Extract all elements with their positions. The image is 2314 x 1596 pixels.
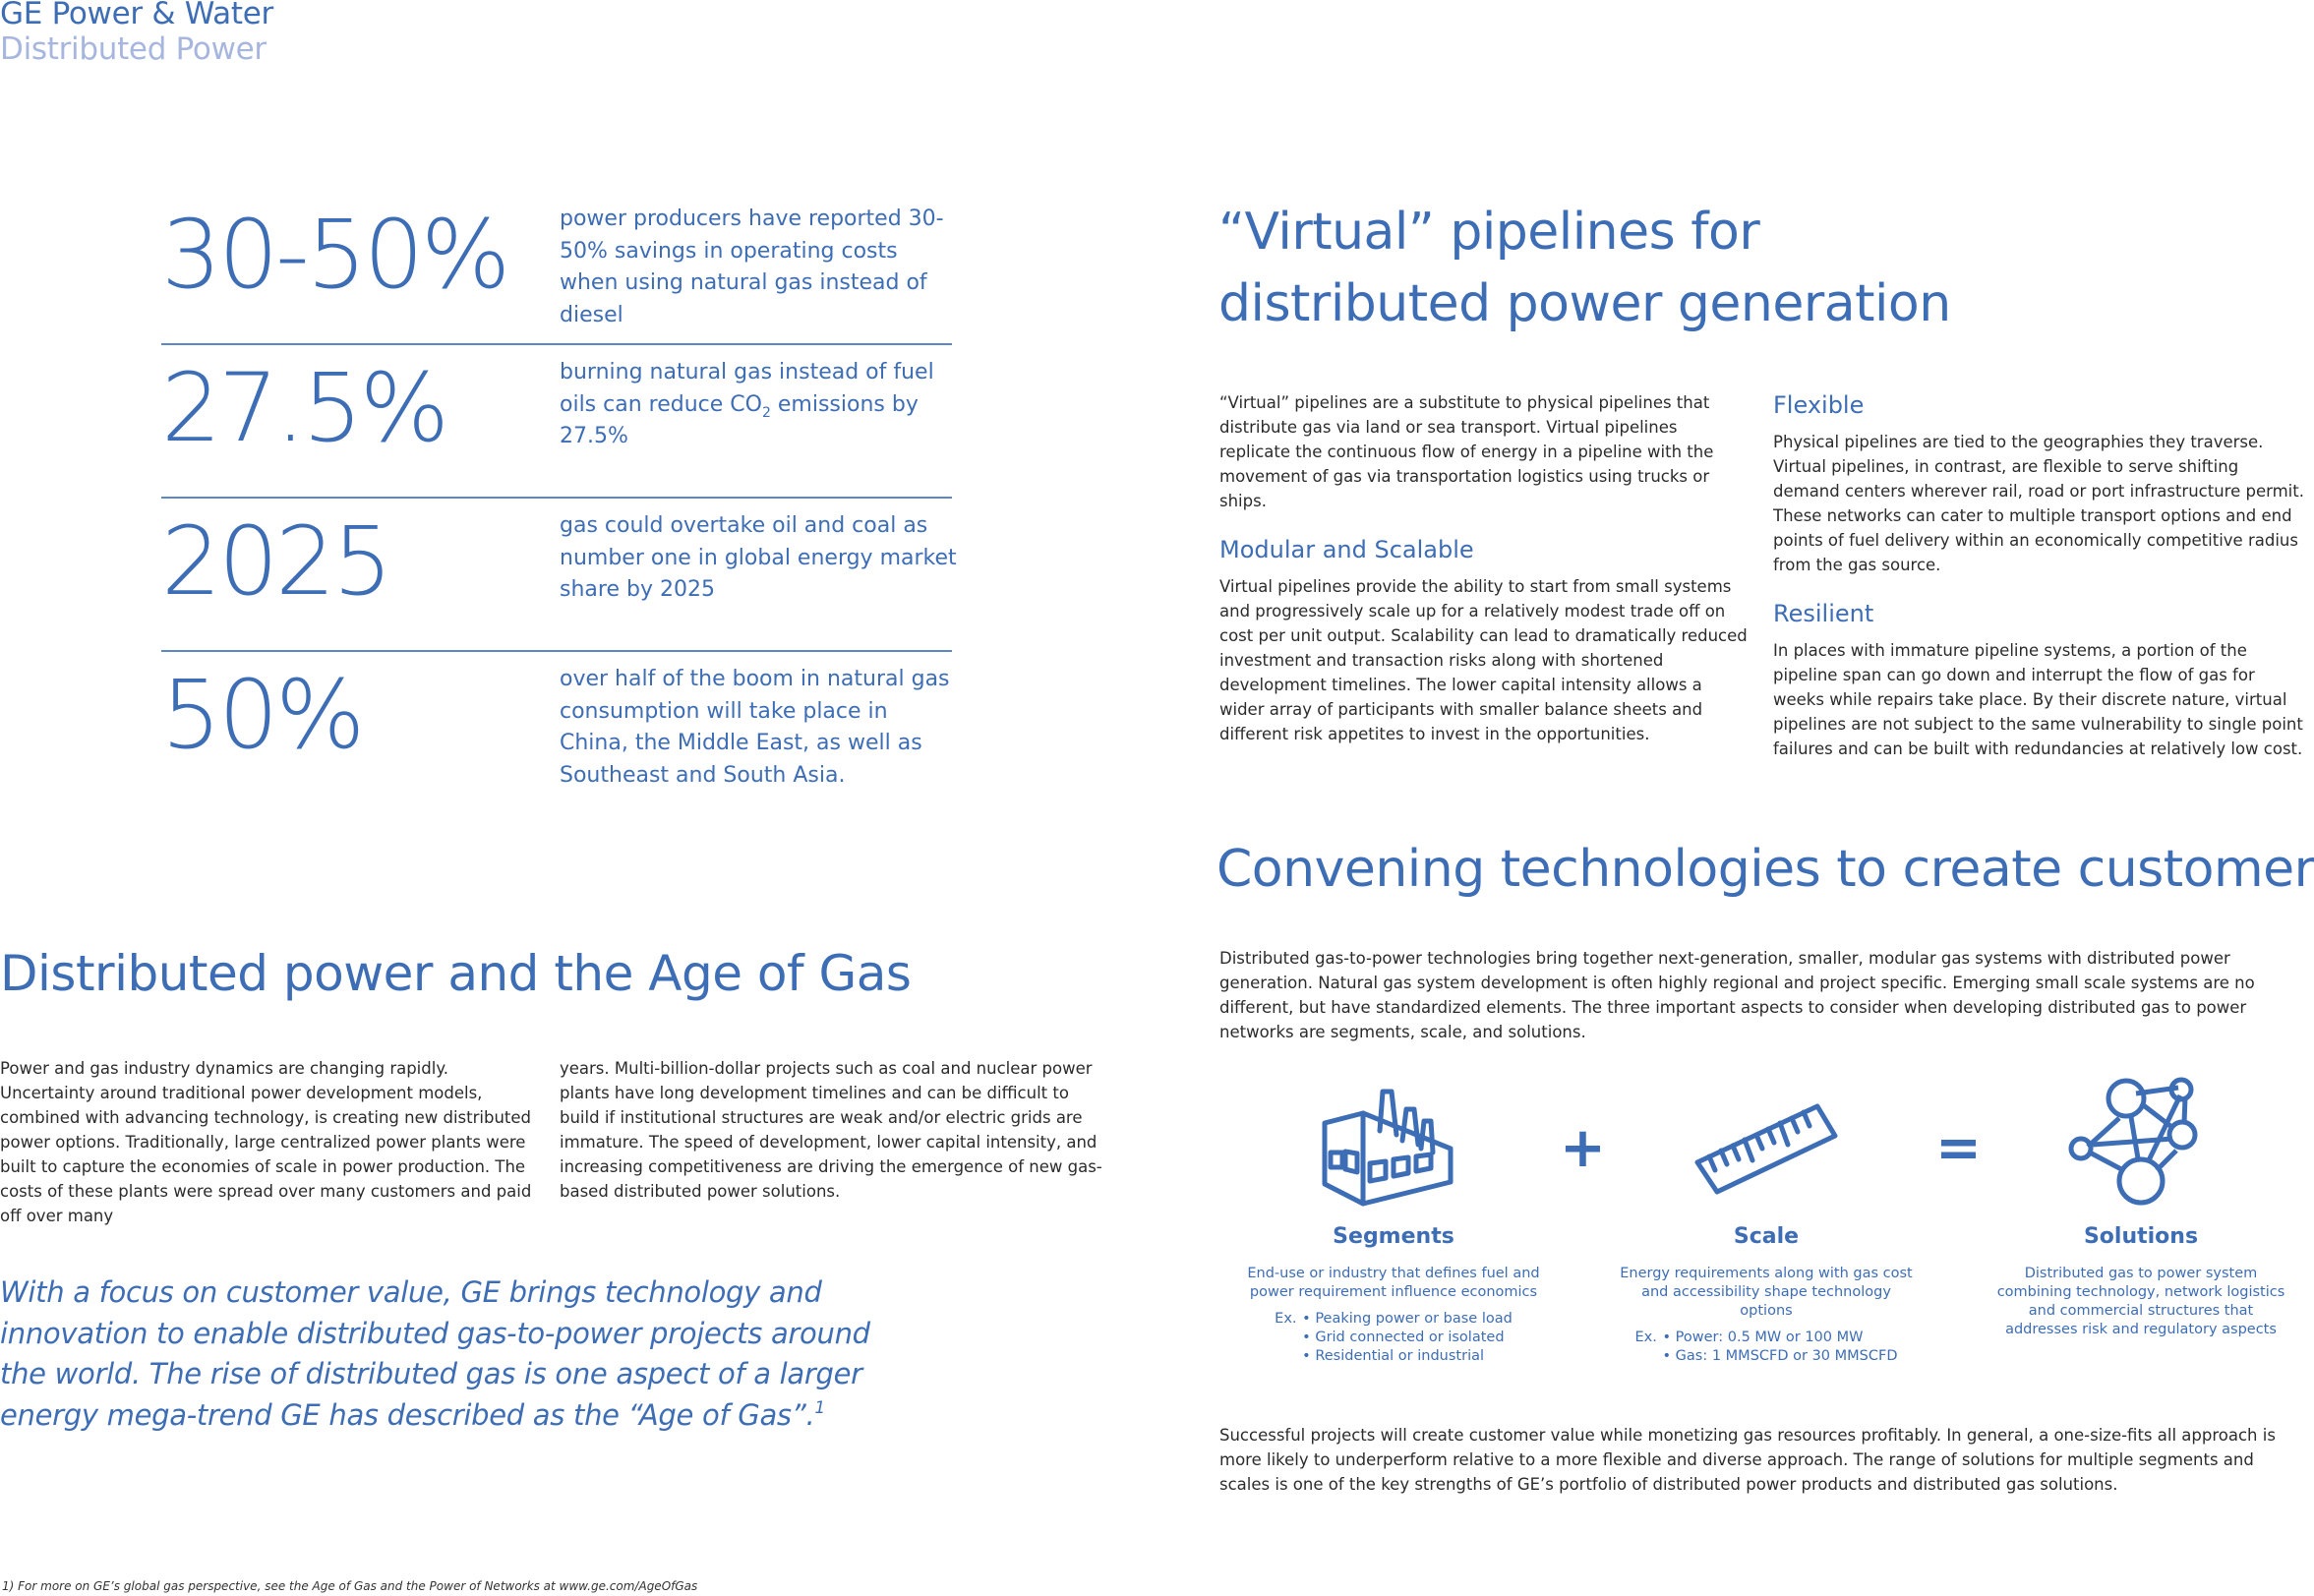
stat-description: gas could overtake oil and coal as numbe… bbox=[560, 513, 957, 602]
ruler-icon bbox=[1694, 1103, 1838, 1195]
network-icon bbox=[2068, 1077, 2198, 1206]
stat-value: 2025 bbox=[161, 506, 392, 617]
pillar-examples: Ex. Peaking power or base load Grid conn… bbox=[1275, 1310, 1513, 1366]
heading-line: distributed power generation bbox=[1218, 274, 1951, 333]
example-item: Gas: 1 MMSCFD or 30 MMSCFD bbox=[1663, 1347, 1898, 1366]
division-subtitle: Distributed Power bbox=[0, 31, 267, 67]
paragraph: Virtual pipelines provide the ability to… bbox=[1219, 577, 1748, 743]
pillar-description: Energy requirements along with gas cost … bbox=[1620, 1266, 1913, 1319]
stat-item: 50% over half of the boom in natural gas… bbox=[161, 652, 952, 805]
intro-paragraph: “Virtual” pipelines are a substitute to … bbox=[1219, 393, 1714, 510]
footnote-marker: 1 bbox=[814, 1397, 825, 1418]
pillar-title: Solutions bbox=[2083, 1224, 2199, 1249]
subscript: 2 bbox=[761, 404, 771, 421]
subheading: Flexible bbox=[1773, 391, 1865, 419]
example-item: Grid connected or isolated bbox=[1302, 1329, 1513, 1347]
stat-value: 50% bbox=[161, 660, 365, 770]
virtual-pipelines-column-1: “Virtual” pipelines are a substitute to … bbox=[1219, 390, 1750, 768]
stat-value: 27.5% bbox=[161, 353, 449, 463]
pillar-scale: Scale Energy requirements along with gas… bbox=[1619, 1072, 1914, 1366]
pillar-solutions: Solutions Distributed gas to power syste… bbox=[1993, 1072, 2288, 1339]
paragraph: In places with immature pipeline systems… bbox=[1773, 641, 2303, 758]
stat-item: 2025 gas could overtake oil and coal as … bbox=[161, 499, 957, 652]
stat-value: 30-50% bbox=[161, 200, 510, 310]
factory-icon bbox=[1322, 1089, 1454, 1207]
example-item: Peaking power or base load bbox=[1302, 1310, 1513, 1329]
example-item: Residential or industrial bbox=[1302, 1347, 1513, 1366]
example-item: Power: 0.5 MW or 100 MW bbox=[1663, 1329, 1898, 1347]
section-heading: Distributed power and the Age of Gas bbox=[0, 945, 912, 1002]
brand-title: GE Power & Water bbox=[0, 0, 273, 31]
heading-line: “Virtual” pipelines for bbox=[1218, 203, 1760, 262]
pull-quote-text: With a focus on customer value, GE bring… bbox=[0, 1275, 870, 1432]
pull-quote: With a focus on customer value, GE bring… bbox=[0, 1272, 905, 1436]
body-column-2: years. Multi-billion-dollar projects suc… bbox=[560, 1059, 1102, 1201]
stat-item: 30-50% power producers have reported 30-… bbox=[161, 192, 952, 345]
pillar-examples: Ex. Power: 0.5 MW or 100 MW Gas: 1 MMSCF… bbox=[1635, 1329, 1898, 1366]
body-column-1: Power and gas industry dynamics are chan… bbox=[0, 1059, 532, 1225]
stat-description: power producers have reported 30-50% sav… bbox=[560, 207, 944, 327]
virtual-pipelines-column-2: Flexible Physical pipelines are tied to … bbox=[1773, 390, 2309, 783]
stat-description: burning natural gas instead of fuel oils… bbox=[560, 357, 963, 453]
examples-label: Ex. bbox=[1634, 1330, 1657, 1345]
stat-description-text: emissions by 27.5% bbox=[560, 391, 919, 449]
pillar-description: End-use or industry that defines fuel an… bbox=[1247, 1266, 1540, 1300]
equals-icon: = bbox=[1935, 1116, 1982, 1180]
stat-item: 27.5% burning natural gas instead of fue… bbox=[161, 345, 952, 499]
pillar-title: Segments bbox=[1333, 1224, 1454, 1249]
paragraph: Physical pipelines are tied to the geogr… bbox=[1773, 433, 2304, 574]
pillar-title: Scale bbox=[1733, 1224, 1800, 1249]
section-heading: “Virtual” pipelines for distributed powe… bbox=[1218, 197, 1951, 340]
footnote: 1) For more on GE’s global gas perspecti… bbox=[2, 1579, 698, 1593]
stats-list: 30-50% power producers have reported 30-… bbox=[161, 192, 957, 805]
subheading: Resilient bbox=[1773, 600, 1874, 627]
subheading: Modular and Scalable bbox=[1219, 536, 1474, 563]
intro-paragraph: Distributed gas-to-power technologies br… bbox=[1219, 949, 2255, 1041]
stat-description-text: burning natural gas instead of fuel oils… bbox=[560, 360, 934, 417]
examples-label: Ex. bbox=[1275, 1311, 1297, 1327]
plus-icon: + bbox=[1560, 1116, 1606, 1180]
pillar-description: Distributed gas to power system combinin… bbox=[1996, 1266, 2285, 1337]
pillar-segments: Segments End-use or industry that define… bbox=[1246, 1072, 1541, 1366]
stat-description: over half of the boom in natural gas con… bbox=[560, 667, 950, 788]
closing-paragraph: Successful projects will create customer… bbox=[1219, 1426, 2276, 1494]
section-heading: Convening technologies to create custome… bbox=[1216, 840, 2314, 899]
